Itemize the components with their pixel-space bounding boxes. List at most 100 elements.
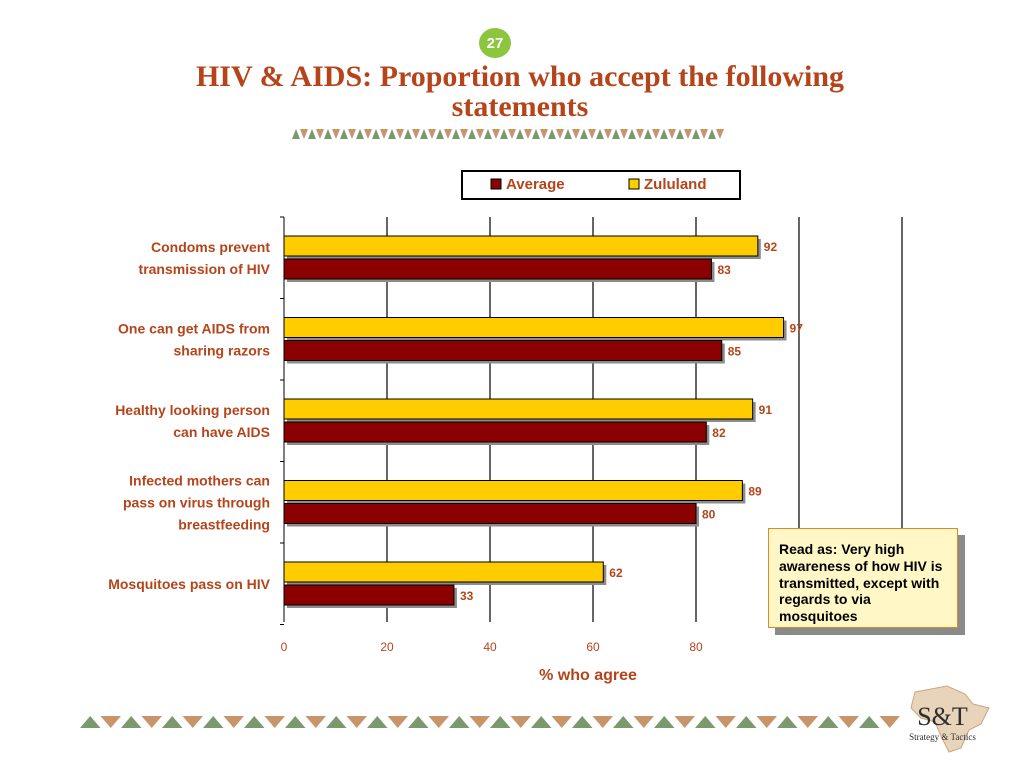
ornament-triangle — [244, 716, 265, 728]
ornament-triangle — [484, 129, 492, 139]
category-label: One can get AIDS from — [118, 321, 270, 337]
ornament-triangle — [620, 129, 628, 139]
ornament-triangle — [264, 716, 285, 728]
ornament-triangle — [548, 129, 556, 139]
bar-average — [283, 421, 707, 443]
ornament-triangle — [674, 716, 695, 728]
category-label: breastfeeding — [178, 517, 270, 533]
ornament-triangle — [356, 129, 364, 139]
logo-title: S&T — [917, 702, 968, 731]
ornament-triangle — [531, 716, 552, 728]
data-label-average: 85 — [728, 345, 742, 359]
data-label-average: 83 — [717, 263, 731, 277]
ornament-triangle — [684, 129, 692, 139]
ornament-triangle — [444, 129, 452, 139]
logo: S&T Strategy & Tactics — [885, 684, 1000, 754]
bar-zululand — [283, 480, 743, 501]
ornament-triangle — [668, 129, 676, 139]
category-label: Healthy looking person — [115, 402, 270, 418]
ornament-triangle — [305, 716, 326, 728]
ornament-triangle — [316, 129, 324, 139]
data-label-average: 82 — [712, 426, 726, 440]
ornament-triangle — [572, 716, 593, 728]
africa-map-icon — [910, 685, 990, 753]
ornament-triangle — [469, 716, 490, 728]
x-tick-label: 0 — [281, 640, 288, 654]
ornament-triangle — [380, 129, 388, 139]
x-tick-label: 60 — [586, 640, 600, 654]
ornament-triangle — [551, 716, 572, 728]
slide-title: HIV & AIDS: Proportion who accept the fo… — [110, 62, 930, 122]
ornament-triangle — [300, 129, 308, 139]
callout-box: Read as: Very high awareness of how HIV … — [768, 528, 958, 628]
ornament-triangle — [436, 129, 444, 139]
ornament-triangle — [797, 716, 818, 728]
ornament-triangle — [492, 129, 500, 139]
category-label: Infected mothers can — [129, 473, 270, 489]
ornament-triangle — [818, 716, 839, 728]
bar-average — [283, 258, 712, 280]
logo-subtitle: Strategy & Tactics — [909, 732, 976, 742]
data-label-zululand: 91 — [759, 403, 773, 417]
ornament-triangle — [449, 716, 470, 728]
ornament-triangle — [588, 129, 596, 139]
ornament-triangle — [408, 716, 429, 728]
legend-label: Zululand — [644, 176, 707, 193]
bar-average — [283, 340, 723, 361]
ornament-triangle — [388, 129, 396, 139]
title-line-1: HIV & AIDS: Proportion who accept the fo… — [195, 60, 845, 93]
x-tick-label: 40 — [483, 640, 497, 654]
bottom-ornament — [80, 716, 900, 728]
ornament-triangle — [508, 129, 516, 139]
ornament-triangle — [777, 716, 798, 728]
ornament-triangle — [556, 129, 564, 139]
category-label: sharing razors — [174, 343, 271, 359]
ornament-triangle — [332, 129, 340, 139]
data-label-average: 80 — [702, 508, 716, 522]
ornament-triangle — [654, 716, 675, 728]
ornament-triangle — [396, 129, 404, 139]
ornament-triangle — [428, 129, 436, 139]
x-tick-label: 20 — [380, 640, 394, 654]
ornament-triangle — [524, 129, 532, 139]
ornament-triangle — [695, 716, 716, 728]
ornament-triangle — [404, 129, 412, 139]
ornament-triangle — [838, 716, 859, 728]
ornament-triangle — [604, 129, 612, 139]
category-label: Condoms prevent — [151, 239, 270, 255]
data-label-zululand: 62 — [609, 566, 623, 580]
category-label: transmission of HIV — [139, 261, 271, 277]
ornament-triangle — [613, 716, 634, 728]
ornament-triangle — [141, 716, 162, 728]
bar-chart: 92 83 Condoms prevent transmission of HIV 97… — [108, 170, 903, 684]
ornament-triangle — [715, 716, 736, 728]
bar-zululand — [283, 398, 754, 420]
ornament-triangle — [676, 129, 684, 139]
data-label-zululand: 89 — [748, 485, 762, 499]
ornament-triangle — [628, 129, 636, 139]
data-label-average: 33 — [460, 589, 474, 603]
ornament-triangle — [121, 716, 142, 728]
ornament-triangle — [540, 129, 548, 139]
ornament-triangle — [633, 716, 654, 728]
ornament-triangle — [652, 129, 660, 139]
top-ornament — [292, 129, 724, 139]
ornament-triangle — [420, 129, 428, 139]
ornament-triangle — [592, 716, 613, 728]
ornament-triangle — [387, 716, 408, 728]
ornament-triangle — [468, 129, 476, 139]
title-line-2: statements — [451, 90, 589, 123]
ornament-triangle — [348, 129, 356, 139]
ornament-triangle — [596, 129, 604, 139]
ornament-triangle — [364, 129, 372, 139]
ornament-triangle — [372, 129, 380, 139]
ornament-triangle — [490, 716, 511, 728]
ornament-triangle — [692, 129, 700, 139]
ornament-triangle — [460, 129, 468, 139]
ornament-triangle — [346, 716, 367, 728]
ornament-triangle — [452, 129, 460, 139]
page-number-badge: 27 — [479, 28, 511, 58]
ornament-triangle — [428, 716, 449, 728]
ornament-triangle — [476, 129, 484, 139]
data-label-zululand: 97 — [790, 322, 804, 336]
